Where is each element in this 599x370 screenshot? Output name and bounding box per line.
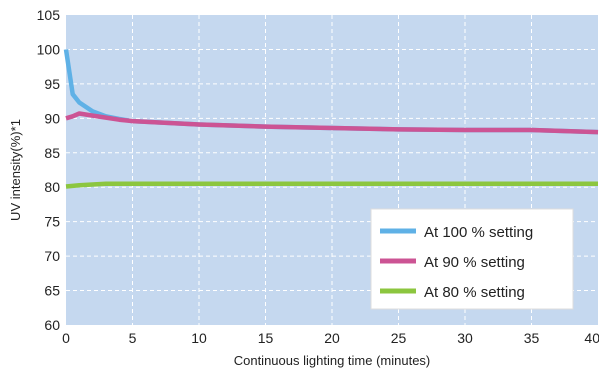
grid-lines — [66, 15, 598, 325]
x-tick-label: 0 — [62, 330, 70, 346]
y-tick-label: 100 — [37, 41, 61, 57]
x-tick-label: 25 — [391, 330, 407, 346]
legend: At 100 % setting At 90 % setting At 80 % s… — [370, 208, 574, 310]
x-tick-label: 5 — [129, 330, 137, 346]
y-tick-label: 90 — [44, 110, 60, 126]
y-tick-label: 85 — [44, 145, 60, 161]
y-tick-label: 95 — [44, 76, 60, 92]
y-tick-label: 105 — [37, 7, 61, 23]
x-tick-label: 40 — [584, 330, 599, 346]
series-line-3 — [65, 181, 598, 189]
y-tick-label: 70 — [44, 248, 60, 264]
y-axis-label: UV intensity(%)*1 — [8, 119, 23, 221]
x-tick-label: 15 — [258, 330, 274, 346]
x-tick-label: 10 — [191, 330, 207, 346]
y-tick-label: 75 — [44, 214, 60, 230]
series-lines — [63, 49, 599, 189]
series-line-2 — [65, 111, 599, 135]
legend-label-1: At 100 % setting — [424, 224, 533, 241]
legend-label-3: At 80 % setting — [424, 284, 525, 301]
y-tick-label: 60 — [44, 317, 60, 333]
legend-label-2: At 90 % setting — [424, 254, 525, 271]
x-axis-label: Continuous lighting time (minutes) — [234, 353, 431, 368]
y-tick-label: 80 — [44, 179, 60, 195]
x-tick-label: 30 — [457, 330, 473, 346]
x-tick-label: 20 — [324, 330, 340, 346]
x-tick-label: 35 — [524, 330, 540, 346]
y-tick-label: 65 — [44, 283, 60, 299]
tick-labels: 60 65 70 75 80 85 90 95 100 105 0 5 10 15 20 25 30 35 40 — [37, 7, 599, 346]
